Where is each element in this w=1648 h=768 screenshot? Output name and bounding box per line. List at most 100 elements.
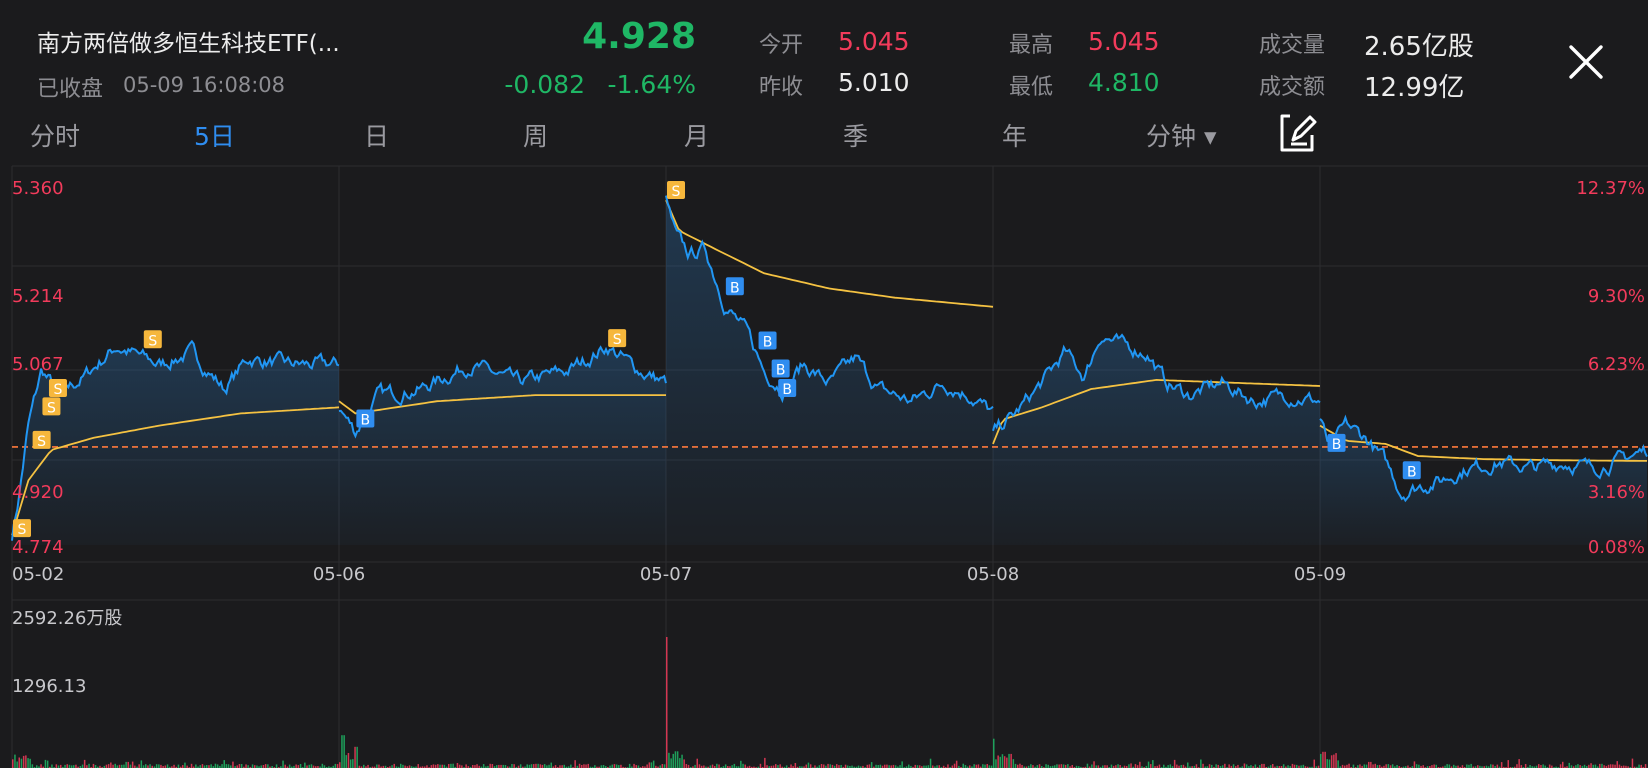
volume-bar bbox=[1285, 766, 1287, 768]
volume-bar bbox=[234, 766, 236, 768]
volume-bar bbox=[485, 766, 487, 768]
volume-bar bbox=[1232, 764, 1235, 768]
volume-bar bbox=[478, 765, 480, 768]
tab-5-day[interactable]: 5日 bbox=[194, 122, 235, 151]
volume-bar bbox=[243, 766, 245, 768]
volume-bar bbox=[77, 766, 79, 768]
volume-bar bbox=[445, 766, 448, 768]
volume-bar bbox=[958, 765, 960, 768]
volume-bar bbox=[382, 765, 385, 768]
volume-bar bbox=[210, 764, 212, 768]
volume-bar bbox=[1533, 766, 1536, 768]
volume-bar bbox=[319, 766, 321, 768]
tab-month[interactable]: 月 bbox=[684, 122, 710, 151]
volume-bar bbox=[269, 766, 271, 768]
volume-bar bbox=[1540, 765, 1542, 768]
volume-bar bbox=[1069, 766, 1071, 768]
volume-bar bbox=[1344, 765, 1346, 768]
volume-bar bbox=[644, 766, 646, 768]
volume-bar bbox=[1084, 766, 1087, 768]
volume-bar bbox=[1361, 765, 1363, 768]
volume-bar bbox=[1289, 766, 1291, 768]
volume-bar bbox=[389, 766, 391, 768]
volume-bar bbox=[1003, 756, 1006, 768]
volume-bar bbox=[258, 766, 260, 768]
volume-bar bbox=[88, 763, 90, 768]
volume-bar bbox=[1235, 766, 1237, 768]
sell-marker: S bbox=[42, 397, 61, 416]
volume-bar bbox=[1520, 765, 1523, 768]
volume-bar bbox=[441, 764, 443, 768]
volume-bar bbox=[659, 765, 661, 768]
volume-bar bbox=[1498, 766, 1501, 768]
volume-bar bbox=[155, 764, 158, 768]
volume-bar bbox=[1372, 764, 1374, 768]
volume-bar bbox=[443, 764, 446, 768]
y-right-tick: 3.16% bbox=[1588, 482, 1645, 503]
tab-quarter[interactable]: 季 bbox=[843, 122, 869, 151]
volume-bar bbox=[1274, 766, 1276, 768]
volume-bar bbox=[969, 765, 971, 768]
volume-bar bbox=[1599, 763, 1601, 768]
svg-text:S: S bbox=[613, 332, 622, 348]
volume-bar bbox=[1304, 766, 1307, 768]
volume-bar bbox=[1145, 765, 1148, 768]
volume-bar bbox=[1280, 766, 1283, 768]
volume-bar bbox=[432, 764, 435, 768]
volume-bar bbox=[284, 764, 286, 768]
volume-bar bbox=[1405, 766, 1407, 768]
close-button[interactable] bbox=[1566, 42, 1606, 82]
volume-bar bbox=[1450, 766, 1453, 768]
volume-bar bbox=[1171, 766, 1174, 768]
tab-intraday[interactable]: 分时 bbox=[30, 122, 81, 151]
volume-bar bbox=[1638, 764, 1640, 768]
volume-bar bbox=[491, 764, 494, 768]
volume-bar bbox=[404, 765, 406, 768]
volume-bar bbox=[615, 764, 618, 768]
volume-bar bbox=[1302, 764, 1305, 768]
volume-bar bbox=[1500, 762, 1503, 768]
volume-bar bbox=[563, 764, 565, 768]
volume-bar bbox=[803, 766, 805, 768]
open-label: 今开 bbox=[759, 33, 804, 58]
tab-year[interactable]: 年 bbox=[1002, 122, 1028, 151]
volume-bar bbox=[482, 764, 485, 768]
volume-bar bbox=[724, 764, 727, 768]
volume-bar bbox=[914, 764, 916, 768]
volume-bar bbox=[966, 766, 969, 768]
volume-bar bbox=[807, 762, 810, 768]
svg-text:S: S bbox=[18, 522, 27, 538]
volume-bar bbox=[890, 765, 892, 768]
volume-bar bbox=[1293, 764, 1296, 768]
volume-bar bbox=[932, 765, 934, 768]
volume-bar bbox=[1263, 763, 1265, 768]
volume-bar bbox=[1490, 764, 1492, 768]
edit-drawing-button[interactable] bbox=[1277, 113, 1317, 153]
volume-bar bbox=[1208, 764, 1211, 768]
volume-bar bbox=[308, 764, 310, 768]
volume-bar bbox=[347, 753, 350, 768]
tab-week[interactable]: 周 bbox=[523, 122, 549, 151]
volume-bar bbox=[910, 765, 912, 768]
tab-day[interactable]: 日 bbox=[364, 122, 390, 151]
volume-bar bbox=[670, 758, 672, 768]
volume-bar bbox=[500, 764, 502, 768]
price-area bbox=[12, 195, 1647, 545]
y-left-tick: 5.360 bbox=[12, 178, 64, 199]
volume-bar bbox=[408, 765, 411, 768]
volume-bar bbox=[70, 765, 73, 768]
tab-minute-dropdown[interactable]: 分钟 ▾ bbox=[1146, 122, 1217, 151]
volume-bar bbox=[652, 760, 655, 768]
volume-bar bbox=[1075, 765, 1078, 768]
volume-bar bbox=[912, 766, 914, 768]
volume-bar bbox=[1250, 765, 1252, 768]
volume-bar bbox=[1631, 758, 1634, 768]
volume-bar bbox=[990, 765, 993, 768]
volume-bar bbox=[1433, 764, 1435, 768]
volume-bar bbox=[574, 760, 576, 768]
volume-bar bbox=[461, 765, 463, 768]
sell-marker: S bbox=[48, 379, 67, 398]
volume-bar bbox=[1150, 764, 1152, 768]
volume-bar bbox=[1586, 766, 1588, 768]
